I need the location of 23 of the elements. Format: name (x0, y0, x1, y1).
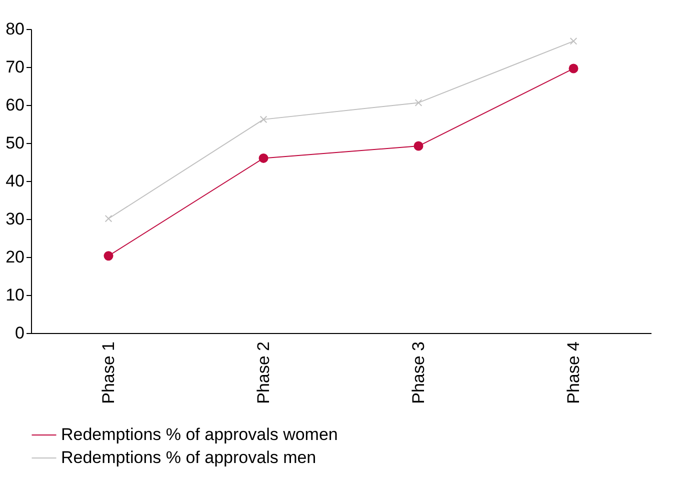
y-tick-label: 80 (6, 20, 24, 38)
x-tick-label: Phase 4 (564, 342, 583, 404)
y-tick-label: 30 (6, 210, 24, 228)
x-tick-label: Phase 1 (99, 342, 118, 404)
point (570, 38, 578, 45)
point (258, 153, 268, 163)
point (568, 64, 578, 74)
y-tick-label: 50 (6, 134, 24, 152)
y-tick-label: 40 (6, 172, 24, 190)
point (104, 214, 112, 222)
y-tick-label: 20 (6, 248, 24, 266)
point (260, 116, 268, 124)
y-tick-label: 10 (6, 286, 24, 304)
x-tick-label: Phase 3 (409, 342, 428, 404)
x-tick-label: Phase 2 (254, 342, 273, 404)
legend-label: Redemptions % of approvals men (61, 448, 316, 467)
y-tick-label: 60 (6, 96, 24, 114)
y-tick-label: 70 (6, 58, 24, 76)
point (414, 141, 424, 151)
point (104, 251, 114, 261)
legend-label: Redemptions % of approvals women (61, 425, 338, 444)
y-tick-label: 0 (15, 324, 24, 342)
point (414, 99, 422, 106)
